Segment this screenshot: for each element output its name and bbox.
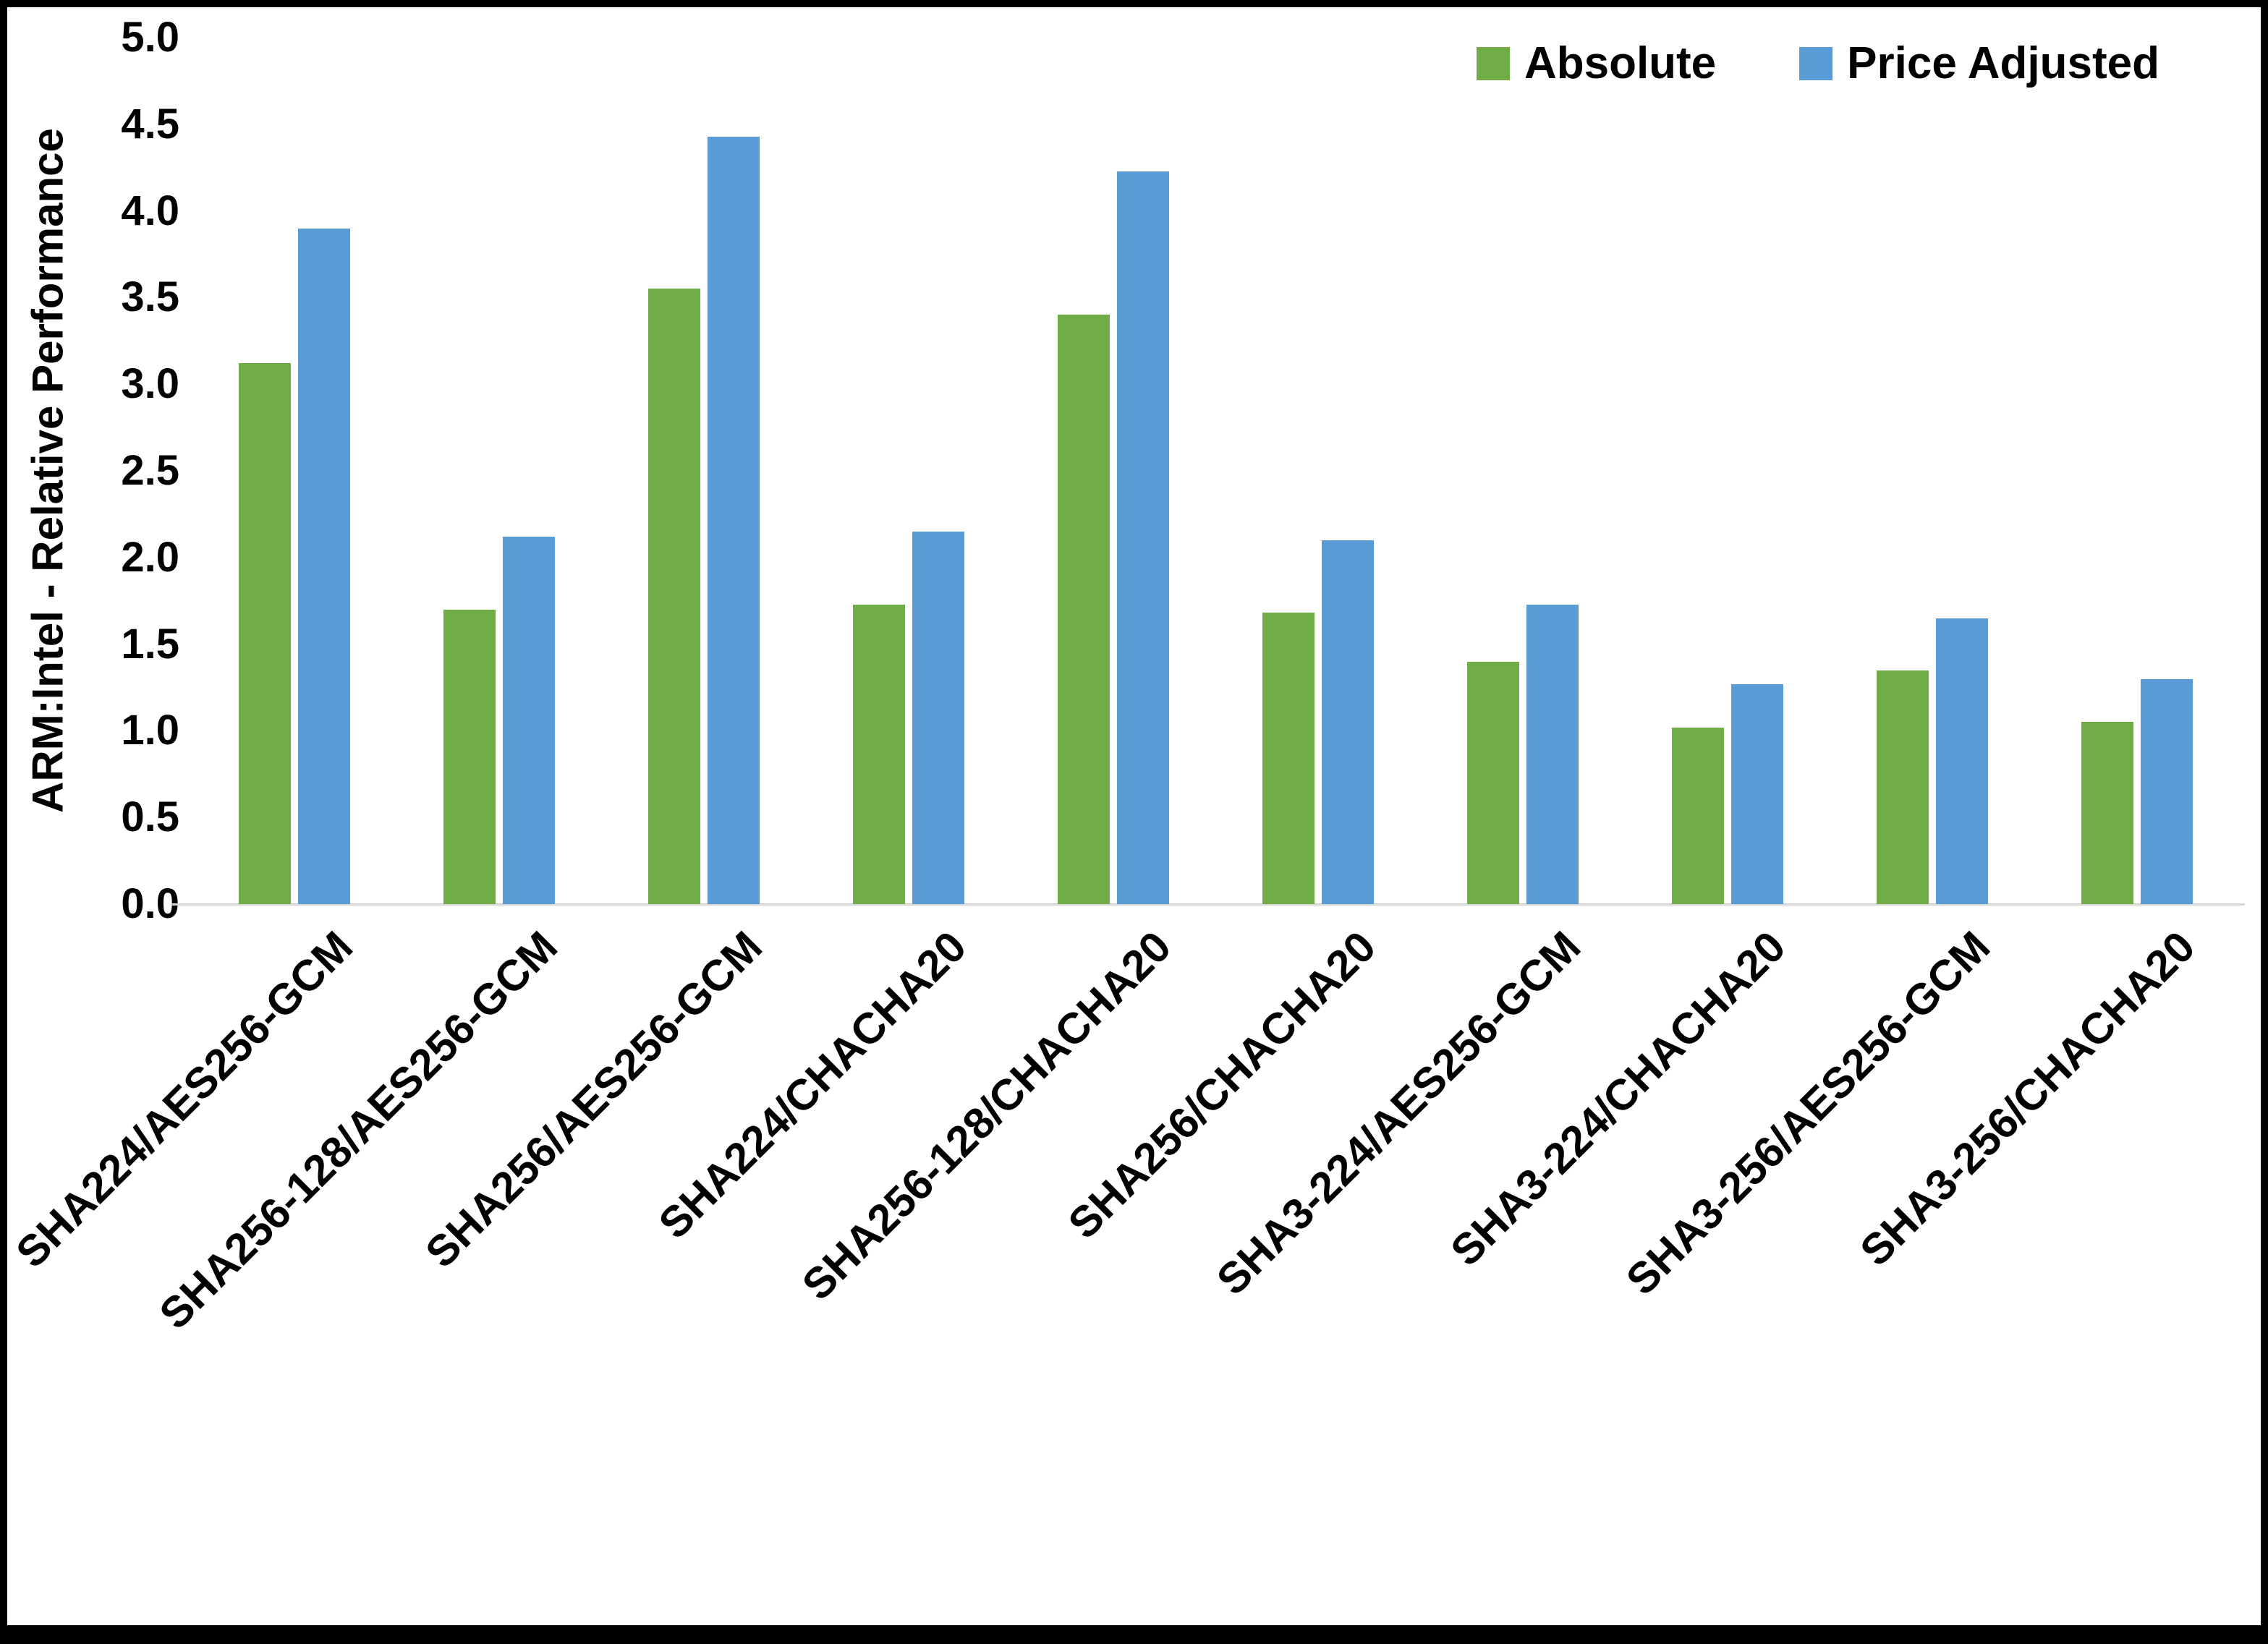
- bar-absolute: [1262, 613, 1314, 904]
- x-axis-category-label: SHA256/AES256-GCM: [415, 921, 771, 1277]
- y-axis-title: ARM:Intel - Relative Performance: [23, 128, 72, 814]
- bar-price-adjusted: [1730, 683, 1783, 904]
- y-tick-label: 2.5: [121, 447, 179, 494]
- x-axis-line: [171, 903, 2245, 906]
- x-axis-category-label: SHA224/AES256-GCM: [6, 921, 362, 1277]
- x-axis-category-label: SHA3-224/AES256-GCM: [1207, 921, 1590, 1305]
- y-tick-label: 0.5: [121, 793, 179, 841]
- bar-absolute: [443, 609, 496, 904]
- bar-price-adjusted: [297, 228, 350, 904]
- bar-absolute: [1876, 670, 1929, 904]
- legend-label: Absolute: [1524, 38, 1717, 88]
- x-axis-labels: SHA224/AES256-GCM SHA256-128/AES256-GCM SH…: [7, 921, 2239, 1616]
- y-tick-label: 4.5: [121, 100, 179, 148]
- bar-absolute: [1671, 727, 1724, 904]
- y-tick-label: 3.5: [121, 273, 179, 321]
- bar-absolute: [238, 363, 291, 904]
- y-tick-label: 4.0: [121, 187, 179, 234]
- y-tick-label: 1.0: [121, 707, 179, 754]
- bar-absolute: [852, 604, 905, 904]
- y-tick-label: 2.0: [121, 533, 179, 581]
- bar-price-adjusted: [707, 136, 760, 904]
- y-tick-label: 5.0: [121, 14, 179, 61]
- bar-price-adjusted: [2140, 678, 2193, 904]
- legend-swatch: [1799, 46, 1833, 80]
- bar-price-adjusted: [1526, 604, 1579, 904]
- x-axis-category-label: SHA3-256/CHACHA20: [1851, 921, 2204, 1275]
- bar-price-adjusted: [1935, 618, 1988, 904]
- legend-item: Price Adjusted: [1799, 38, 2159, 89]
- y-axis: 5.0 4.5 4.0 3.5 3.0 2.5 2.0 1.5 1.0 0.5 0.0: [80, 14, 179, 927]
- legend-item: Absolute: [1476, 38, 1717, 89]
- bar-price-adjusted: [1321, 540, 1374, 904]
- bar-absolute: [2081, 722, 2133, 904]
- y-tick-label: 0.0: [121, 880, 179, 927]
- legend-label: Price Adjusted: [1847, 38, 2159, 88]
- y-tick-label: 1.5: [121, 620, 179, 668]
- y-tick-label: 3.0: [121, 360, 179, 408]
- x-axis-category-label: SHA3-224/CHACHA20: [1441, 921, 1795, 1275]
- bar-price-adjusted: [1116, 171, 1169, 904]
- x-axis-category-label: SHA3-256/AES256-GCM: [1617, 921, 2000, 1305]
- plot-area: [171, 38, 2245, 906]
- x-axis-category-label: SHA256-128/AES256-GCM: [150, 921, 566, 1339]
- bar-absolute: [1057, 315, 1110, 904]
- bar-absolute: [647, 289, 700, 904]
- chart-legend: Absolute Price Adjusted: [1476, 38, 2159, 89]
- bar-absolute: [1466, 661, 1519, 904]
- bar-price-adjusted: [502, 537, 555, 904]
- legend-swatch: [1476, 46, 1510, 80]
- bar-price-adjusted: [912, 531, 964, 904]
- x-axis-category-label: SHA256-128/CHACHA20: [793, 921, 1181, 1310]
